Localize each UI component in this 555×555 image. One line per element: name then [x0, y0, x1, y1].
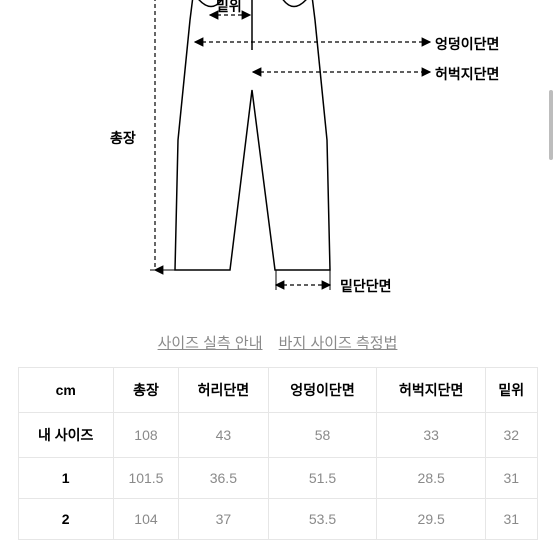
cell: 104 — [113, 499, 178, 540]
table-row: 2 104 37 53.5 29.5 31 — [18, 499, 537, 540]
row-label: 내 사이즈 — [18, 413, 113, 458]
size-links: 사이즈 실측 안내 바지 사이즈 측정법 — [0, 332, 555, 353]
label-rise: 밑위 — [216, 0, 242, 16]
col-length: 총장 — [113, 368, 178, 413]
link-measure-method[interactable]: 바지 사이즈 측정법 — [279, 335, 398, 352]
cell: 36.5 — [179, 458, 269, 499]
cell: 31 — [485, 499, 537, 540]
table-header-row: cm 총장 허리단면 엉덩이단면 허벅지단면 밑위 — [18, 368, 537, 413]
label-hip: 엉덩이단면 — [435, 34, 499, 54]
cell: 32 — [485, 413, 537, 458]
cell: 43 — [179, 413, 269, 458]
label-hem: 밑단단면 — [340, 276, 392, 296]
link-size-guide[interactable]: 사이즈 실측 안내 — [158, 335, 263, 352]
cell: 108 — [113, 413, 178, 458]
col-hip: 엉덩이단면 — [268, 368, 377, 413]
label-length: 총장 — [110, 128, 136, 148]
cell: 101.5 — [113, 458, 178, 499]
table-row: 1 101.5 36.5 51.5 28.5 31 — [18, 458, 537, 499]
unit-header: cm — [18, 368, 113, 413]
cell: 51.5 — [268, 458, 377, 499]
col-waist: 허리단면 — [179, 368, 269, 413]
cell: 37 — [179, 499, 269, 540]
size-diagram: 밑위 엉덩이단면 허벅지단면 총장 밑단단면 — [0, 0, 555, 320]
scrollbar-thumb[interactable] — [549, 90, 553, 160]
label-thigh: 허벅지단면 — [435, 64, 499, 84]
cell: 58 — [268, 413, 377, 458]
cell: 33 — [377, 413, 486, 458]
row-label: 2 — [18, 499, 113, 540]
cell: 29.5 — [377, 499, 486, 540]
cell: 28.5 — [377, 458, 486, 499]
size-table: cm 총장 허리단면 엉덩이단면 허벅지단면 밑위 내 사이즈 108 43 5… — [18, 367, 538, 540]
row-label: 1 — [18, 458, 113, 499]
cell: 53.5 — [268, 499, 377, 540]
col-rise: 밑위 — [485, 368, 537, 413]
cell: 31 — [485, 458, 537, 499]
col-thigh: 허벅지단면 — [377, 368, 486, 413]
table-row: 내 사이즈 108 43 58 33 32 — [18, 413, 537, 458]
